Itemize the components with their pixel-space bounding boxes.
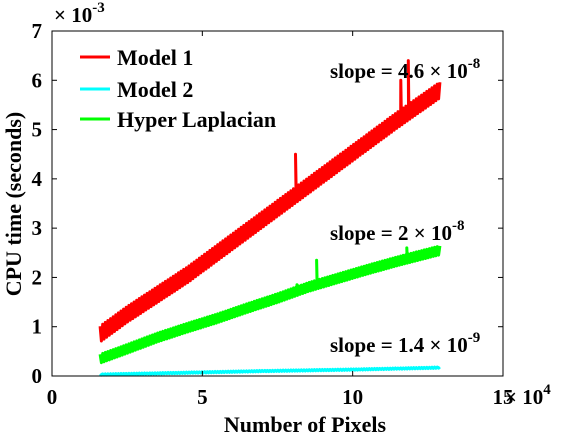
legend-label: Model 1 — [117, 45, 193, 70]
y-tick-label: 5 — [32, 118, 43, 142]
annotations-layer: slope = 4.6 × 10-8 slope = 2 × 10-8 slope … — [330, 56, 480, 357]
y-axis-multiplier: × 10-3 — [54, 0, 105, 27]
y-axis-label: CPU time (seconds) — [1, 112, 26, 297]
y-tick-label: 7 — [32, 19, 43, 43]
series-line — [98, 245, 442, 365]
x-axis-label: Number of Pixels — [224, 412, 387, 436]
slope-annotation: slope = 1.4 × 10-9 — [330, 330, 480, 357]
y-tick-label: 6 — [32, 68, 43, 92]
slope-annotation: slope = 4.6 × 10-8 — [330, 56, 480, 83]
plot-area-frame — [51, 30, 504, 377]
legend-label: Hyper Laplacian — [117, 107, 276, 132]
series-layer — [98, 59, 442, 377]
slope-annotation: slope = 2 × 10-8 — [330, 218, 464, 245]
y-tick-label: 0 — [32, 364, 43, 388]
y-tick-label: 4 — [32, 167, 43, 191]
x-tick-label: 15 — [493, 385, 514, 409]
y-tick-label: 3 — [32, 216, 43, 240]
legend-label: Model 2 — [117, 77, 193, 102]
series-line — [98, 59, 442, 343]
y-tick-label: 2 — [32, 265, 43, 289]
x-tick-label: 0 — [47, 385, 58, 409]
x-tick-label: 5 — [197, 385, 208, 409]
x-axis-multiplier: × 104 — [505, 382, 551, 409]
legend: Model 1 Model 2 Hyper Laplacian — [80, 45, 276, 132]
axes-layer: 0 5 10 15 0 1 2 3 4 5 6 7 Number of Pixels CPU time (… — [1, 0, 551, 436]
series-line — [99, 365, 441, 377]
x-tick-label: 10 — [342, 385, 363, 409]
y-tick-label: 1 — [32, 315, 43, 339]
